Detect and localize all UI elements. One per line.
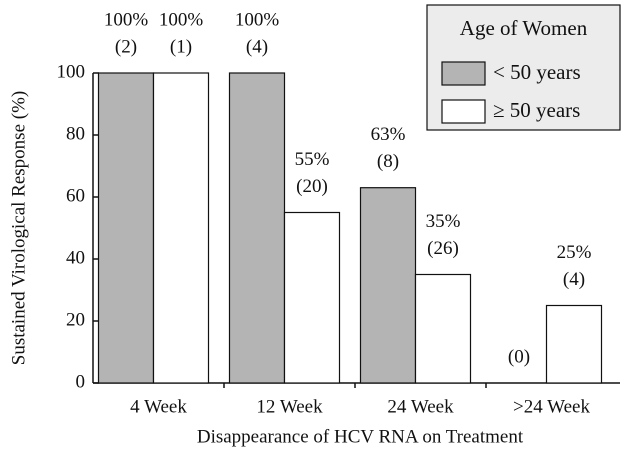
y-axis-title: Sustained Virological Response (%)	[8, 91, 29, 366]
y-tick-label: 100	[57, 61, 86, 82]
y-tick-label: 40	[66, 247, 85, 268]
count-label: (1)	[170, 36, 192, 57]
y-tick-label: 20	[66, 309, 85, 330]
x-tick-label: >24 Week	[513, 396, 590, 417]
value-label: 55%	[295, 149, 330, 170]
legend-swatch	[441, 99, 486, 124]
x-tick-label: 12 Week	[256, 396, 323, 417]
count-label: (26)	[427, 238, 459, 259]
value-label: 100%	[104, 9, 149, 30]
y-tick-label: 80	[66, 123, 85, 144]
x-tick-label: 24 Week	[387, 396, 454, 417]
bar	[152, 72, 210, 384]
count-label: (4)	[563, 269, 585, 290]
legend-title: Age of Women	[460, 16, 588, 40]
x-tick-label: 4 Week	[130, 396, 187, 417]
x-axis-title: Disappearance of HCV RNA on Treatment	[197, 426, 524, 447]
legend-swatch	[441, 61, 486, 86]
count-label: (8)	[377, 151, 399, 172]
legend-label: ≥ 50 years	[493, 98, 580, 122]
y-tick-label: 0	[76, 371, 86, 392]
count-label: (2)	[115, 36, 137, 57]
bar	[228, 72, 286, 384]
y-tick-label: 60	[66, 185, 85, 206]
count-label: (4)	[246, 36, 268, 57]
count-label: (0)	[508, 346, 530, 367]
bar	[283, 211, 341, 384]
value-label: 35%	[426, 211, 461, 232]
bar	[414, 273, 472, 384]
value-label: 25%	[557, 242, 592, 263]
value-label: 100%	[235, 9, 280, 30]
bar	[545, 304, 603, 384]
bar	[359, 187, 417, 384]
value-label: 100%	[159, 9, 204, 30]
legend-label: < 50 years	[493, 60, 581, 84]
value-label: 63%	[371, 124, 406, 145]
bar	[97, 72, 155, 384]
count-label: (20)	[296, 176, 328, 197]
